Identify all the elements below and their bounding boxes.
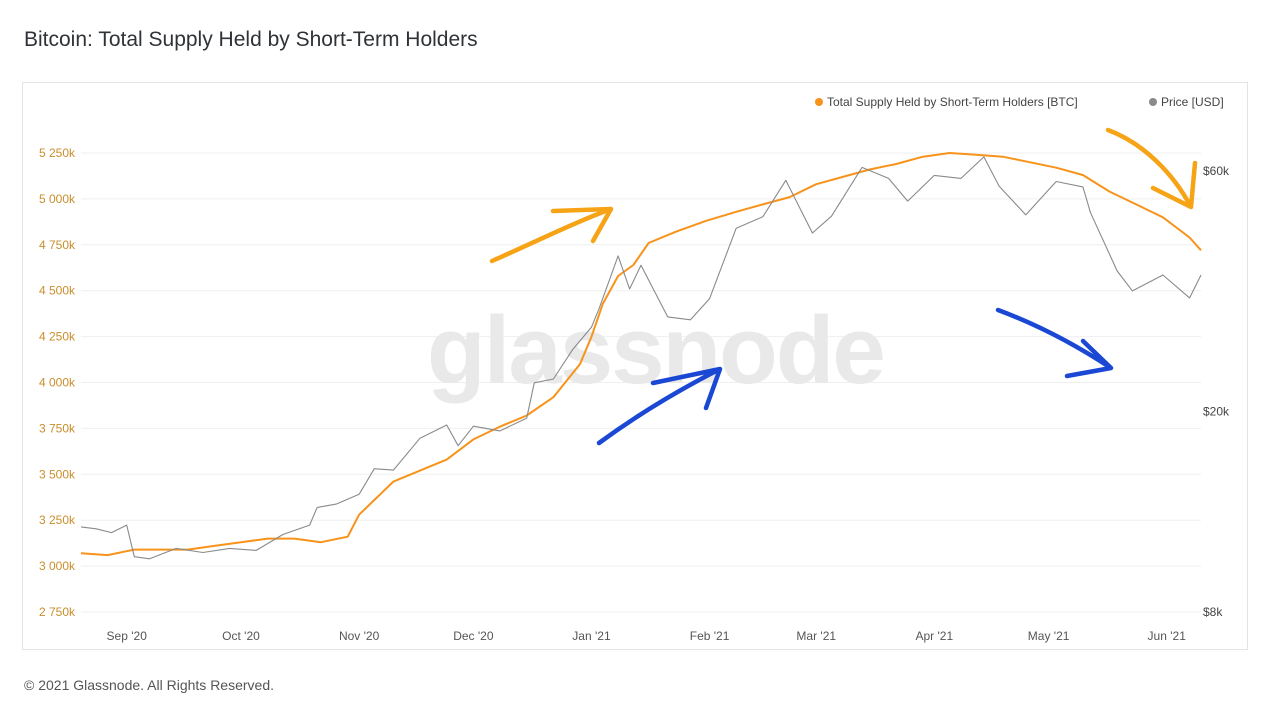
hand-drawn-arrows [489, 127, 1198, 446]
series-line-sth-supply [80, 152, 1202, 557]
y-tick-right: $8k [1203, 605, 1223, 619]
y-tick-right: $20k [1203, 404, 1230, 418]
chart-container: glassnode 2 750k 3 000k 3 250k 3 500k 3 750k… [22, 82, 1248, 650]
x-tick: May '21 [1028, 629, 1070, 643]
x-tick: Dec '20 [453, 629, 494, 643]
legend-label: Total Supply Held by Short-Term Holders … [827, 95, 1078, 109]
x-tick: Mar '21 [796, 629, 836, 643]
annotation-arrow [489, 206, 614, 264]
chart-svg: glassnode 2 750k 3 000k 3 250k 3 500k 3 750k… [39, 95, 1230, 643]
y-tick-left: 3 750k [39, 421, 76, 435]
y-tick-left: 4 250k [39, 330, 76, 344]
x-tick: Feb '21 [690, 629, 730, 643]
legend-marker [815, 98, 823, 106]
y-tick-left: 5 000k [39, 192, 76, 206]
annotation-arrow [596, 366, 723, 446]
copyright-footer: © 2021 Glassnode. All Rights Reserved. [24, 677, 275, 693]
x-tick: Jun '21 [1148, 629, 1187, 643]
y-tick-left: 3 250k [39, 513, 76, 527]
legend-marker [1149, 98, 1157, 106]
watermark: glassnode [427, 297, 884, 404]
y-tick-right: $60k [1203, 164, 1230, 178]
x-tick: Apr '21 [916, 629, 954, 643]
x-axis: Sep '20 Oct '20 Nov '20 Dec '20 Jan '21 Feb '… [107, 629, 1187, 643]
y-tick-left: 5 250k [39, 146, 76, 160]
y-tick-left: 2 750k [39, 605, 76, 619]
y-tick-left: 4 750k [39, 238, 76, 252]
y-axis-right: $8k $20k $60k [1203, 164, 1230, 619]
y-tick-left: 3 000k [39, 559, 76, 573]
series-line-price [80, 156, 1202, 560]
x-tick: Sep '20 [107, 629, 148, 643]
y-tick-left: 4 000k [39, 376, 76, 390]
annotation-arrow [995, 307, 1114, 379]
y-tick-left: 4 500k [39, 284, 76, 298]
x-tick: Jan '21 [572, 629, 611, 643]
x-tick: Oct '20 [222, 629, 260, 643]
annotation-arrow [1105, 127, 1198, 210]
legend[interactable]: Total Supply Held by Short-Term Holders … [815, 95, 1224, 109]
y-axis-left: 2 750k 3 000k 3 250k 3 500k 3 750k 4 000k 4 25… [39, 146, 76, 619]
page-title: Bitcoin: Total Supply Held by Short-Term… [24, 28, 478, 51]
legend-label: Price [USD] [1161, 95, 1224, 109]
series-layer [80, 152, 1202, 560]
grid-layer [81, 152, 1201, 613]
y-tick-left: 3 500k [39, 467, 76, 481]
x-tick: Nov '20 [339, 629, 380, 643]
